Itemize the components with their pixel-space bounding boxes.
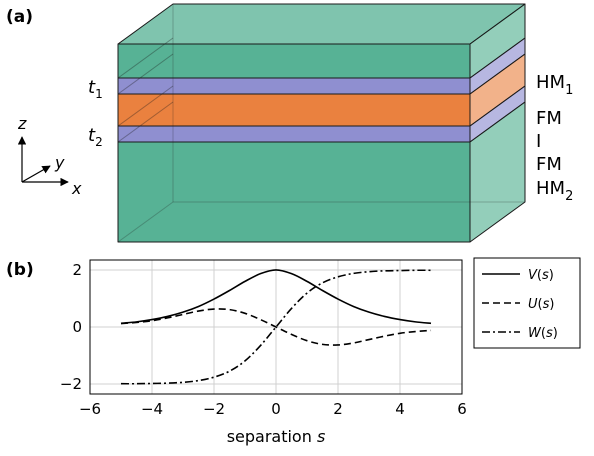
- tick-labels: −6 −4 −2 0 2 4 6 −2 0 2: [60, 261, 467, 418]
- y-axis-arrow: [21, 165, 51, 183]
- t1-label: t1: [88, 77, 103, 101]
- x-axis-label: x: [71, 179, 82, 198]
- insulator-front-face: [117, 93, 471, 127]
- x-tick-label: 0: [271, 400, 281, 418]
- layer-stack: [117, 3, 526, 243]
- series-V-line: [120, 269, 432, 325]
- y-tick-label: −2: [60, 375, 82, 393]
- hm2-front-face: [117, 141, 471, 243]
- y-tick-label: 0: [72, 318, 82, 336]
- fm2-front-face: [117, 125, 471, 143]
- legend-U-label: U(s): [528, 297, 554, 312]
- x-tick-label: −6: [79, 400, 101, 418]
- x-tick-label: −4: [141, 400, 163, 418]
- legend-V-label: V(s): [528, 268, 554, 283]
- hm2-label: HM2: [536, 178, 573, 204]
- panel-b-label: (b): [6, 260, 34, 280]
- z-axis-label: z: [17, 114, 27, 133]
- x-tick-label: 4: [395, 400, 405, 418]
- panel-b: (b) −6 −4 −2 0 2 4 6 −2 0 2 separation s V(s) U(s)…: [6, 257, 581, 446]
- x-tick-label: 6: [457, 400, 467, 418]
- y-tick-label: 2: [72, 261, 82, 279]
- coordinate-axes: [17, 136, 69, 187]
- hm1-top-face: [117, 3, 526, 45]
- fm1-front-face: [117, 77, 471, 95]
- panel-a: (a) t1: [6, 3, 573, 243]
- legend-box: [473, 257, 581, 349]
- line-chart: −6 −4 −2 0 2 4 6 −2 0 2 separation s: [60, 259, 467, 446]
- fm-top-label: FM: [536, 108, 562, 129]
- series-W-line: [120, 269, 432, 385]
- chart-legend: V(s) U(s) W(s): [473, 257, 581, 349]
- series-U-line: [120, 308, 432, 346]
- hm1-label: HM1: [536, 72, 573, 98]
- panel-a-label: (a): [6, 7, 33, 27]
- hm1-front-face: [117, 43, 471, 79]
- y-axis-label: y: [54, 153, 65, 172]
- x-tick-label: 2: [333, 400, 343, 418]
- series-layer: [120, 269, 432, 385]
- x-tick-label: −2: [203, 400, 225, 418]
- x-axis-title: separation s: [227, 427, 326, 446]
- legend-W-label: W(s): [528, 326, 558, 341]
- plot-frame: [89, 259, 463, 395]
- fm-bottom-label: FM: [536, 154, 562, 175]
- insulator-label: I: [536, 131, 541, 152]
- t2-label: t2: [88, 125, 103, 149]
